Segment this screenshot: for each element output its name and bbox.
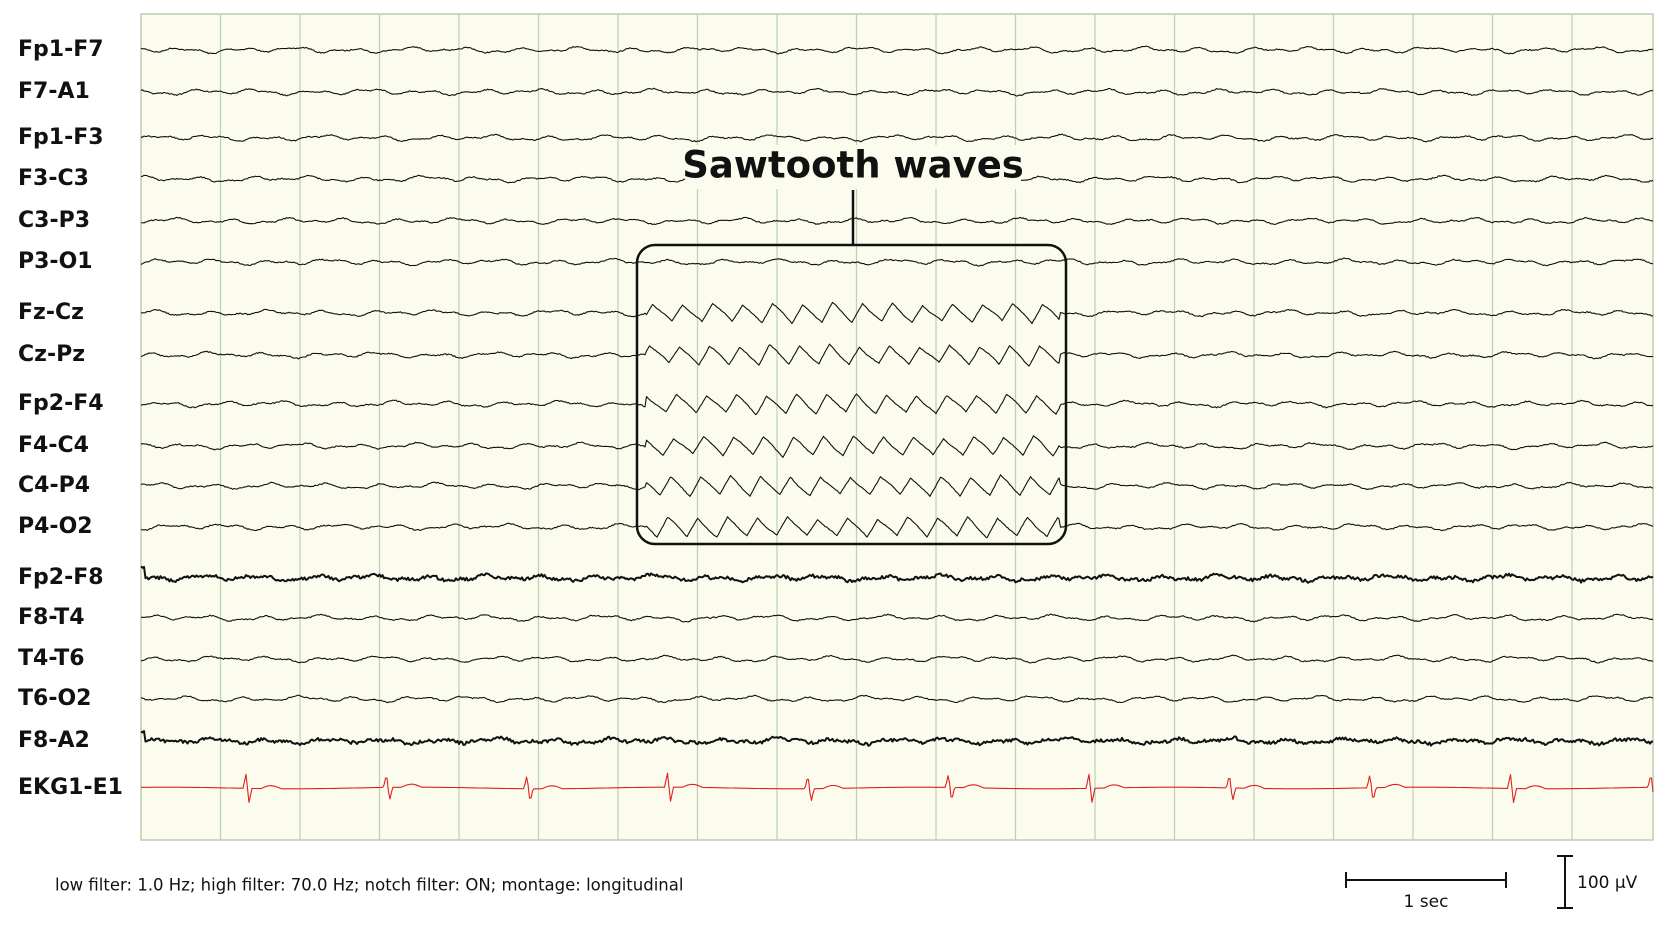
channel-label: P4-O2 bbox=[18, 514, 93, 539]
eeg-trace bbox=[140, 435, 1654, 458]
channel-label: F8-A2 bbox=[18, 728, 90, 753]
annotation-box bbox=[635, 243, 1068, 546]
amplitude-scale-bar bbox=[1557, 855, 1573, 909]
eeg-trace bbox=[140, 474, 1654, 497]
channel-label: Fz-Cz bbox=[18, 300, 84, 325]
footer-settings: low filter: 1.0 Hz; high filter: 70.0 Hz… bbox=[55, 876, 683, 895]
eeg-trace bbox=[140, 216, 1653, 226]
channel-label: C4-P4 bbox=[18, 473, 90, 498]
channel-label: T4-T6 bbox=[18, 646, 85, 671]
eeg-trace bbox=[140, 87, 1654, 97]
channel-label: Fp1-F3 bbox=[18, 125, 104, 150]
time-scale-label: 1 sec bbox=[1404, 892, 1449, 912]
eeg-trace bbox=[140, 730, 1653, 747]
eeg-trace bbox=[140, 516, 1654, 539]
eeg-trace bbox=[141, 613, 1654, 623]
eeg-trace bbox=[140, 133, 1654, 143]
channel-label: P3-O1 bbox=[18, 249, 93, 274]
channel-label: F7-A1 bbox=[18, 79, 90, 104]
annotation-backdrop bbox=[685, 145, 1021, 189]
channel-label: F8-T4 bbox=[18, 605, 85, 630]
annotation-label: Sawtooth waves bbox=[682, 144, 1024, 187]
eeg-trace bbox=[140, 343, 1654, 367]
channel-label: Fp1-F7 bbox=[18, 37, 104, 62]
channel-label: F4-C4 bbox=[18, 433, 89, 458]
channel-label: C3-P3 bbox=[18, 208, 90, 233]
eeg-trace bbox=[140, 257, 1654, 267]
time-scale-bar bbox=[1345, 872, 1507, 888]
eeg-trace bbox=[140, 393, 1654, 416]
channel-label: F3-C3 bbox=[18, 166, 89, 191]
eeg-trace bbox=[140, 654, 1654, 664]
ekg-trace bbox=[140, 772, 1654, 804]
eeg-trace bbox=[140, 565, 1654, 584]
eeg-trace bbox=[140, 694, 1654, 704]
channel-labels: Fp1-F7 F7-A1 Fp1-F3 F3-C3 C3-P3 P3-O1 Fz-Cz Cz-… bbox=[18, 37, 123, 800]
eeg-trace bbox=[140, 45, 1654, 55]
amplitude-scale-label: 100 µV bbox=[1577, 873, 1638, 893]
channel-label: Cz-Pz bbox=[18, 342, 85, 367]
channel-label: Fp2-F4 bbox=[18, 391, 104, 416]
channel-label: Fp2-F8 bbox=[18, 565, 104, 590]
channel-label: T6-O2 bbox=[18, 686, 91, 711]
eeg-trace bbox=[140, 301, 1654, 325]
channel-label: EKG1-E1 bbox=[18, 775, 123, 800]
traces bbox=[140, 45, 1654, 804]
